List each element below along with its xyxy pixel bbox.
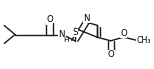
Text: H: H <box>63 37 69 43</box>
Text: O: O <box>46 15 53 24</box>
Text: CH₃: CH₃ <box>137 36 151 45</box>
Text: O: O <box>107 50 114 59</box>
Text: N: N <box>83 14 89 23</box>
Text: N: N <box>59 30 65 39</box>
Text: S: S <box>72 28 77 37</box>
Text: O: O <box>120 29 127 38</box>
